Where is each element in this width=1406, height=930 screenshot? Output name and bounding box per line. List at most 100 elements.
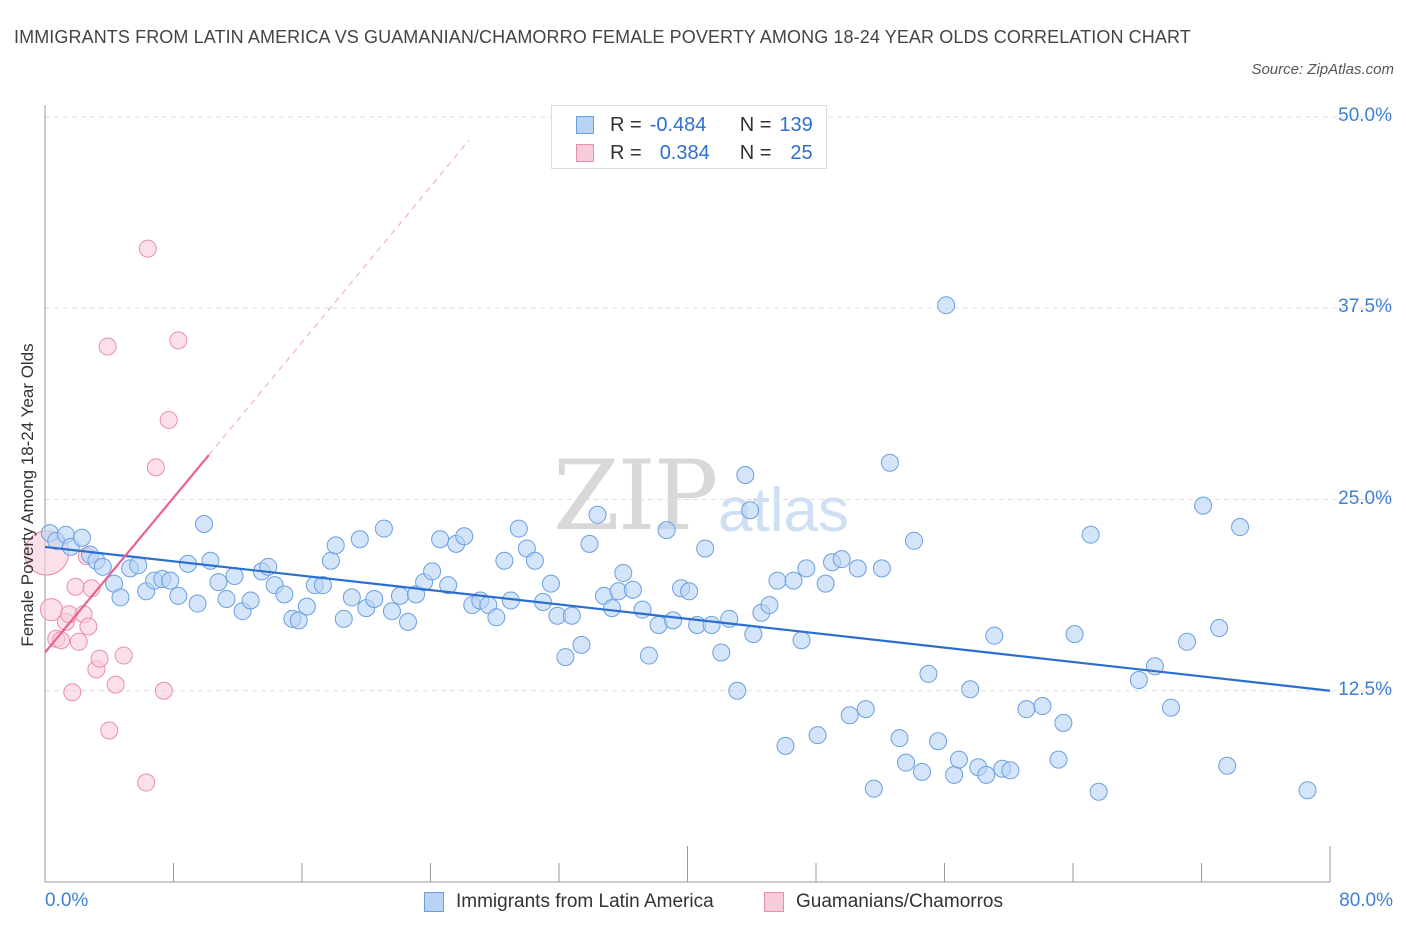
data-point-latin-america — [929, 732, 948, 751]
data-point-latin-america — [541, 574, 560, 593]
data-point-latin-america — [832, 550, 851, 569]
data-point-latin-america — [390, 586, 409, 605]
data-point-guamanian — [90, 649, 109, 668]
data-point-guamanian — [137, 773, 156, 792]
source-label: Source: ZipAtlas.com — [1251, 61, 1394, 78]
data-point-guamanian — [154, 681, 173, 700]
data-point-latin-america — [334, 609, 353, 628]
data-point-latin-america — [289, 611, 308, 630]
data-point-guamanian — [79, 617, 98, 636]
n-value: 139 — [779, 113, 813, 136]
data-point-latin-america — [808, 726, 827, 745]
data-point-latin-america — [525, 551, 544, 570]
legend-item-latin-america: Immigrants from Latin America — [424, 889, 714, 915]
data-point-latin-america — [1194, 496, 1213, 515]
data-point-guamanian — [146, 458, 165, 477]
data-point-latin-america — [195, 514, 214, 533]
trend-lines — [44, 139, 1331, 692]
latin-america-points — [40, 296, 1317, 801]
data-point-latin-america — [776, 736, 795, 755]
data-point-latin-america — [741, 501, 760, 520]
legend-swatch-blue — [424, 892, 444, 912]
r-label: R = — [610, 113, 642, 136]
data-point-latin-america — [664, 611, 683, 630]
data-point-guamanian — [69, 632, 88, 651]
data-point-latin-america — [1089, 782, 1108, 801]
r-value: -0.484 — [649, 113, 707, 136]
watermark-zip: ZIP — [553, 440, 718, 552]
watermark-atlas: atlas — [718, 476, 849, 545]
n-label: N = — [739, 141, 772, 164]
data-point-latin-america — [864, 779, 883, 798]
data-point-latin-america — [872, 559, 891, 578]
x-tick-label-min: 0.0% — [45, 890, 89, 911]
data-point-latin-america — [1049, 750, 1068, 769]
data-point-latin-america — [945, 765, 964, 784]
data-point-guamanian — [114, 646, 133, 665]
y-tick-label: 50.0% — [1338, 105, 1392, 126]
r-value: 0.384 — [659, 141, 710, 164]
data-point-latin-america — [784, 571, 803, 590]
data-point-latin-america — [797, 559, 816, 578]
data-point-latin-america — [439, 576, 458, 595]
data-point-latin-america — [1017, 700, 1036, 719]
data-point-latin-america — [217, 589, 236, 608]
data-point-guamanian — [100, 721, 119, 740]
data-point-latin-america — [961, 680, 980, 699]
data-point-latin-america — [241, 591, 260, 610]
y-tick-label: 25.0% — [1338, 487, 1392, 509]
data-point-guamanian — [159, 410, 178, 429]
data-point-latin-america — [712, 643, 731, 662]
data-point-latin-america — [209, 573, 228, 592]
chart-title: IMMIGRANTS FROM LATIN AMERICA VS GUAMANI… — [14, 27, 1191, 47]
data-point-latin-america — [880, 453, 899, 472]
data-point-latin-america — [72, 528, 91, 547]
legend-label: Immigrants from Latin America — [456, 891, 714, 912]
data-point-latin-america — [768, 571, 787, 590]
n-label: N = — [739, 113, 772, 136]
data-point-latin-america — [792, 631, 811, 650]
data-point-latin-america — [423, 562, 442, 581]
trend-line-guamanian — [44, 454, 210, 654]
data-point-guamanian — [169, 331, 188, 350]
data-point-latin-america — [562, 606, 581, 625]
data-point-latin-america — [350, 530, 369, 549]
data-point-latin-america — [680, 582, 699, 601]
data-point-latin-america — [657, 521, 676, 540]
data-point-latin-america — [556, 648, 575, 667]
data-point-latin-america — [365, 589, 384, 608]
data-point-latin-america — [760, 596, 779, 615]
data-point-guamanian — [63, 683, 82, 702]
data-point-latin-america — [431, 530, 450, 549]
data-point-latin-america — [985, 626, 1004, 645]
data-point-latin-america — [225, 567, 244, 585]
legend-swatch-blue — [576, 116, 594, 134]
data-point-latin-america — [399, 612, 418, 631]
data-point-latin-america — [1210, 619, 1229, 638]
legend-item-guamanian: Guamanians/Chamorros — [764, 889, 1003, 915]
data-point-latin-america — [342, 588, 361, 607]
data-point-latin-america — [913, 762, 932, 781]
legend-row-latin-america: R = -0.484 N = 139 — [576, 113, 813, 137]
data-point-latin-america — [1231, 518, 1250, 537]
data-point-latin-america — [455, 527, 474, 546]
data-point-latin-america — [111, 588, 130, 607]
data-point-latin-america — [1178, 632, 1197, 651]
data-point-latin-america — [297, 597, 316, 616]
data-point-latin-america — [937, 296, 956, 315]
data-point-latin-america — [169, 586, 188, 605]
data-point-latin-america — [1001, 761, 1020, 780]
data-point-latin-america — [696, 539, 715, 558]
data-point-latin-america — [588, 505, 607, 524]
data-point-latin-america — [977, 765, 996, 784]
data-point-latin-america — [509, 519, 528, 538]
data-point-latin-america — [572, 635, 591, 654]
data-point-latin-america — [1065, 625, 1084, 644]
data-point-latin-america — [639, 646, 658, 665]
legend-label: Guamanians/Chamorros — [796, 891, 1003, 912]
guamanian-points — [24, 239, 188, 792]
axes — [44, 105, 1331, 883]
data-point-latin-america — [896, 753, 915, 772]
data-point-latin-america — [326, 536, 345, 555]
data-point-latin-america — [1161, 698, 1180, 717]
